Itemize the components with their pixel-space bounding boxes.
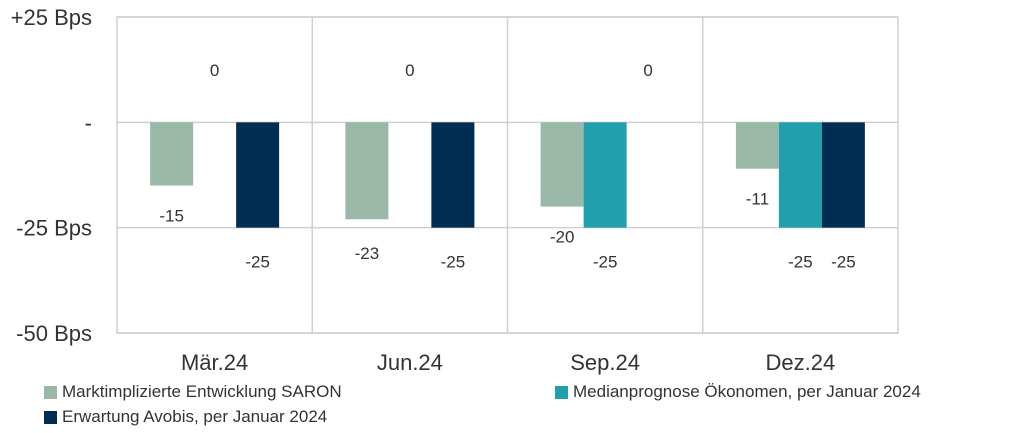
legend-swatch-avobis — [44, 410, 57, 424]
data-label-s1-c3: -25 — [788, 253, 813, 272]
bar-s2-c3 — [821, 122, 865, 228]
legend-label-avobis: Erwartung Avobis, per Januar 2024 — [62, 407, 328, 426]
bar-s2-c1 — [431, 122, 475, 228]
data-label-s2-c1: -25 — [441, 253, 466, 272]
data-label-s2-c2: 0 — [643, 61, 652, 80]
bar-s2-c0 — [236, 122, 280, 228]
x-tick-label-2: Sep.24 — [570, 350, 640, 375]
legend-swatch-oekonomen — [555, 385, 568, 399]
legend-swatch-saron — [44, 385, 57, 399]
legend-item-avobis: Erwartung Avobis, per Januar 2024 — [44, 407, 327, 427]
bar-s0-c3 — [735, 122, 779, 169]
legend-item-oekonomen: Medianprognose Ökonomen, per Januar 2024 — [555, 382, 921, 402]
data-labels: -15 -23 -20 -11 0 0 -25 -25 -25 -25 0 -25 — [159, 61, 855, 272]
bars — [150, 122, 865, 228]
y-axis-ticks: +25 Bps - -25 Bps -50 Bps — [11, 5, 92, 346]
data-label-s1-c2: -25 — [593, 253, 618, 272]
data-label-s2-c0: -25 — [245, 253, 270, 272]
x-axis-categories: Mär.24 Jun.24 Sep.24 Dez.24 — [181, 350, 835, 375]
bar-s0-c0 — [150, 122, 194, 186]
data-label-s0-c0: -15 — [159, 207, 184, 226]
data-label-s1-c1: 0 — [405, 61, 414, 80]
bar-s0-c1 — [345, 122, 389, 220]
legend-label-oekonomen: Medianprognose Ökonomen, per Januar 2024 — [573, 382, 921, 401]
data-label-s0-c2: -20 — [550, 228, 575, 247]
x-tick-label-1: Jun.24 — [377, 350, 443, 375]
data-label-s0-c3: -11 — [746, 190, 769, 209]
legend-label-saron: Marktimplizierte Entwicklung SARON — [62, 382, 342, 401]
x-tick-label-3: Dez.24 — [766, 350, 836, 375]
data-label-s0-c1: -23 — [355, 244, 380, 263]
data-label-s1-c0: 0 — [210, 61, 219, 80]
bar-s0-c2 — [540, 122, 584, 207]
y-tick-label-0: +25 Bps — [11, 5, 92, 30]
data-label-s2-c3: -25 — [831, 253, 856, 272]
y-tick-label-3: -50 Bps — [16, 321, 92, 346]
y-tick-label-1: - — [85, 110, 92, 135]
x-tick-label-0: Mär.24 — [181, 350, 248, 375]
bar-s1-c3 — [778, 122, 822, 228]
bar-s1-c2 — [583, 122, 627, 228]
chart: -15 -23 -20 -11 0 0 -25 -25 -25 -25 0 -25 +25 Bps - -… — [11, 5, 899, 375]
legend-item-saron: Marktimplizierte Entwicklung SARON — [44, 382, 342, 402]
y-tick-label-2: -25 Bps — [16, 216, 92, 241]
